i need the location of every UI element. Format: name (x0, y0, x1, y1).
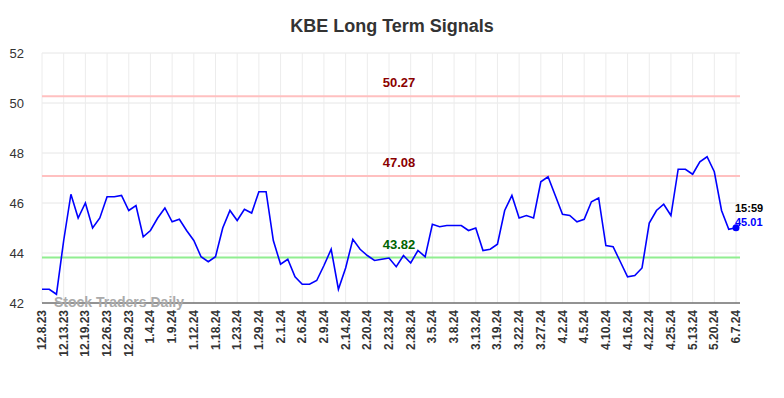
x-tick-label: 2.20.24 (360, 310, 374, 350)
x-tick-label: 3.13.24 (469, 310, 483, 350)
x-tick-label: 4.22.24 (642, 310, 656, 350)
x-tick-label: 4.16.24 (621, 310, 635, 350)
grid-line (627, 53, 628, 303)
x-tick-label: 3.19.24 (490, 310, 504, 350)
x-tick-label: 1.12.24 (187, 310, 201, 350)
grid-line (584, 53, 585, 303)
x-tick-label: 4.10.24 (599, 310, 613, 350)
x-tick-label: 5.20.24 (707, 310, 721, 350)
grid-line (410, 53, 411, 303)
x-tick-label: 3.22.24 (512, 310, 526, 350)
reference-line (42, 95, 740, 97)
grid-line (172, 53, 173, 303)
grid-line (42, 53, 740, 54)
grid-line (302, 53, 303, 303)
y-tick-label: 46 (10, 196, 24, 211)
x-tick-label: 4.25.24 (664, 310, 678, 350)
x-tick-label: 5.13.24 (686, 310, 700, 350)
grid-line (692, 53, 693, 303)
grid-line (85, 53, 86, 303)
x-tick-label: 2.6.24 (295, 310, 309, 344)
x-tick-label: 1.9.24 (165, 310, 179, 344)
watermark: Stock Traders Daily (54, 294, 184, 310)
price-line (42, 157, 736, 295)
x-tick-label: 2.14.24 (339, 310, 353, 350)
grid-line (649, 53, 650, 303)
x-tick-label: 4.5.24 (577, 310, 591, 344)
grid-line (367, 53, 368, 303)
grid-line (605, 53, 606, 303)
y-tick-label: 50 (10, 96, 24, 111)
last-value: 45.01 (735, 216, 763, 228)
reference-label: 50.27 (383, 75, 416, 90)
grid-line (42, 253, 740, 254)
last-time: 15:59 (735, 202, 763, 214)
x-tick-label: 2.23.24 (382, 310, 396, 350)
reference-label: 43.82 (383, 237, 416, 252)
y-tick-label: 42 (10, 296, 24, 311)
grid-line (150, 53, 151, 303)
reference-line (42, 257, 740, 259)
grid-line (519, 53, 520, 303)
grid-line (562, 53, 563, 303)
x-tick-label: 3.27.24 (534, 310, 548, 350)
grid-line (42, 53, 43, 303)
x-tick-label: 6.7.24 (729, 310, 743, 344)
grid-line (432, 53, 433, 303)
x-tick-label: 1.4.24 (143, 310, 157, 344)
grid-line (63, 53, 64, 303)
x-tick-label: 3.5.24 (425, 310, 439, 344)
grid-line (454, 53, 455, 303)
grid-line (42, 103, 740, 104)
grid-line (237, 53, 238, 303)
grid-line (280, 53, 281, 303)
title: KBE Long Term Signals (290, 16, 494, 36)
grid-line (215, 53, 216, 303)
plot-marks (42, 96, 740, 294)
x-tick-label: 12.13.23 (57, 310, 71, 357)
x-tick-label: 1.18.24 (209, 310, 223, 350)
grid-line (42, 153, 740, 154)
x-tick-label: 12.8.23 (35, 310, 49, 350)
x-tick-label: 2.9.24 (317, 310, 331, 344)
grid-line (736, 53, 737, 303)
y-tick-label: 48 (10, 146, 24, 161)
grid-line (389, 53, 390, 303)
reference-line (42, 175, 740, 177)
y-tick-label: 44 (10, 246, 24, 261)
x-tick-label: 4.2.24 (556, 310, 570, 344)
grid-line (258, 53, 259, 303)
x-tick-label: 12.26.23 (100, 310, 114, 357)
x-tick-label: 2.1.24 (274, 310, 288, 344)
grid-line (42, 203, 740, 204)
chart: KBE Long Term Signals 42 44 46 48 50 52 12.8.23… (0, 0, 784, 398)
reference-label: 47.08 (383, 155, 416, 170)
x-tick-label: 1.23.24 (230, 310, 244, 350)
x-tick-label: 1.29.24 (252, 310, 266, 350)
grid-line (193, 53, 194, 303)
grid-line (128, 53, 129, 303)
grid-line (670, 53, 671, 303)
grid-line (497, 53, 498, 303)
grid-line (107, 53, 108, 303)
x-tick-label: 12.29.23 (122, 310, 136, 357)
x-tick-label: 12.19.23 (78, 310, 92, 357)
x-tick-label: 3.8.24 (447, 310, 461, 344)
grid-line (540, 53, 541, 303)
y-tick-label: 52 (10, 46, 24, 61)
grid-line (475, 53, 476, 303)
x-tick-label: 2.28.24 (404, 310, 418, 350)
